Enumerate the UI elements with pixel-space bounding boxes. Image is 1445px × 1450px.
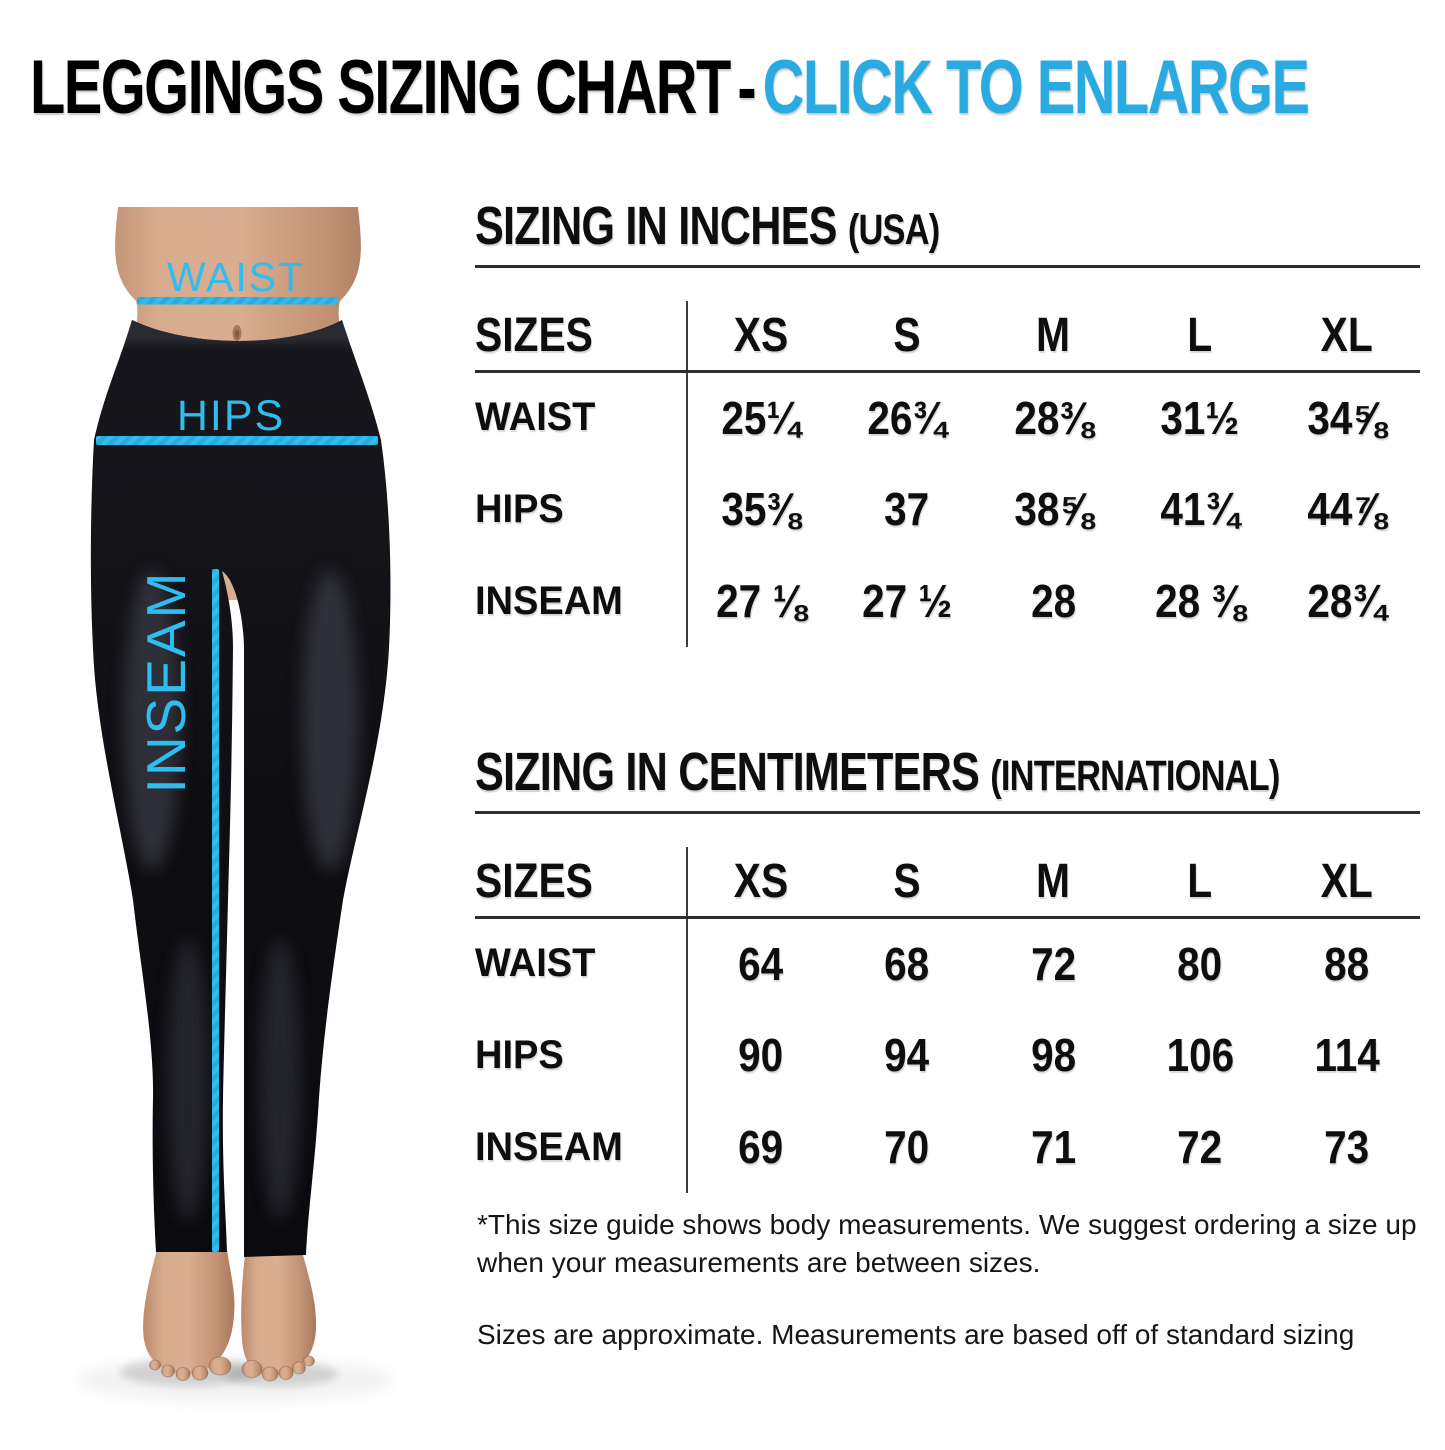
size-value: 98 bbox=[1030, 1029, 1076, 1081]
measurement-row-hips: HIPS 90 94 98 106 114 bbox=[475, 1009, 1420, 1101]
size-value: 28⅜ bbox=[1014, 391, 1093, 444]
row-label: WAIST bbox=[475, 371, 688, 463]
size-value: 31½ bbox=[1160, 391, 1240, 444]
size-value: 88 bbox=[1324, 937, 1370, 990]
size-value: 80 bbox=[1177, 937, 1223, 990]
size-column-header-l: L bbox=[1126, 847, 1274, 919]
hips-figure-label: HIPS bbox=[177, 392, 285, 440]
left-foot bbox=[143, 1250, 235, 1374]
size-value: 44⅞ bbox=[1307, 483, 1387, 535]
inches-header-row: SIZES XS S M L XL bbox=[475, 301, 1420, 373]
measurement-row-inseam: INSEAM 69 70 71 72 73 bbox=[475, 1101, 1420, 1193]
size-value: 35⅜ bbox=[721, 483, 801, 535]
size-value: 28 bbox=[1030, 575, 1076, 627]
row-label: INSEAM bbox=[475, 555, 688, 647]
inches-section-title: SIZING IN INCHES (USA) bbox=[475, 199, 1420, 268]
size-value: 90 bbox=[738, 1029, 784, 1081]
leggings-highlights bbox=[115, 320, 365, 1220]
size-value: 71 bbox=[1030, 1121, 1076, 1173]
waist-measure-line bbox=[137, 297, 338, 305]
size-value: 94 bbox=[884, 1029, 930, 1081]
hips-measure-line bbox=[96, 436, 378, 445]
title-separator: - bbox=[737, 45, 756, 130]
section-sizing-inches: SIZING IN INCHES (USA) SIZES XS S M L XL WAIS… bbox=[475, 199, 1420, 647]
page-title: LEGGINGS SIZING CHART-CLICK TO ENLARGE bbox=[30, 50, 1445, 126]
size-value: 69 bbox=[738, 1121, 784, 1173]
click-to-enlarge-link[interactable]: CLICK TO ENLARGE bbox=[762, 45, 1310, 130]
leggings-figure: WAIST HIPS INSEAM bbox=[40, 180, 460, 1445]
title-text: LEGGINGS SIZING CHART bbox=[30, 45, 731, 130]
size-column-header-xl: XL bbox=[1273, 301, 1420, 373]
inches-size-table: SIZES XS S M L XL WAIST 25¼ 26¾ 28⅜ 31½ 34⅝ HIPS 35⅜… bbox=[475, 301, 1420, 647]
size-value: 25¼ bbox=[721, 391, 801, 444]
size-value: 28¾ bbox=[1307, 575, 1387, 627]
size-column-header-s: S bbox=[833, 301, 981, 373]
section-sizing-centimeters: SIZING IN CENTIMETERS (INTERNATIONAL) SI… bbox=[475, 745, 1420, 1193]
size-value: 64 bbox=[738, 937, 784, 990]
size-value: 26¾ bbox=[867, 391, 947, 444]
size-column-header-m: M bbox=[980, 847, 1127, 919]
waist-figure-label: WAIST bbox=[167, 254, 305, 300]
sizes-column-header: SIZES bbox=[475, 301, 688, 373]
row-label: HIPS bbox=[475, 1009, 688, 1101]
row-label: INSEAM bbox=[475, 1101, 688, 1193]
row-label: HIPS bbox=[475, 463, 688, 555]
size-value: 38⅝ bbox=[1014, 483, 1093, 535]
cm-title-region: (INTERNATIONAL) bbox=[990, 752, 1280, 800]
size-value: 106 bbox=[1166, 1029, 1234, 1081]
size-column-header-l: L bbox=[1126, 301, 1274, 373]
size-value: 27 ½ bbox=[861, 575, 952, 627]
leggings-figure-svg: WAIST HIPS INSEAM bbox=[75, 207, 395, 1402]
measurement-row-inseam: INSEAM 27 ⅛ 27 ½ 28 28 ⅜ 28¾ bbox=[475, 555, 1420, 647]
left-foot-toes bbox=[149, 1356, 232, 1381]
size-value: 28 ⅜ bbox=[1155, 575, 1246, 627]
inseam-measure-line bbox=[212, 569, 219, 1252]
cm-size-table: SIZES XS S M L XL WAIST 64 68 72 80 88 HIPS 90 94 98 10… bbox=[475, 847, 1420, 1193]
size-value: 68 bbox=[884, 937, 930, 990]
size-column-header-xs: XS bbox=[687, 847, 834, 919]
size-value: 37 bbox=[884, 483, 930, 535]
footnote-size-guide: *This size guide shows body measurements… bbox=[477, 1209, 1417, 1278]
size-column-header-xl: XL bbox=[1273, 847, 1420, 919]
cm-title-text: SIZING IN CENTIMETERS bbox=[475, 742, 980, 802]
cm-header-row: SIZES XS S M L XL bbox=[475, 847, 1420, 919]
size-column-header-xs: XS bbox=[687, 301, 834, 373]
cm-section-title: SIZING IN CENTIMETERS (INTERNATIONAL) bbox=[475, 745, 1420, 814]
size-value: 70 bbox=[884, 1121, 930, 1173]
right-foot-toes bbox=[241, 1355, 315, 1382]
measurement-row-hips: HIPS 35⅜ 37 38⅝ 41¾ 44⅞ bbox=[475, 463, 1420, 555]
footnote-approximate: Sizes are approximate. Measurements are … bbox=[477, 1319, 1355, 1350]
right-foot bbox=[241, 1255, 317, 1376]
size-value: 72 bbox=[1030, 937, 1076, 990]
row-label: WAIST bbox=[475, 917, 688, 1009]
inches-title-text: SIZING IN INCHES bbox=[475, 196, 837, 256]
navel-inner bbox=[234, 329, 240, 339]
size-value: 72 bbox=[1177, 1121, 1223, 1173]
measurement-row-waist: WAIST 64 68 72 80 88 bbox=[475, 917, 1420, 1009]
size-value: 34⅝ bbox=[1307, 391, 1387, 444]
size-value: 114 bbox=[1314, 1029, 1380, 1081]
measurement-row-waist: WAIST 25¼ 26¾ 28⅜ 31½ 34⅝ bbox=[475, 371, 1420, 463]
sizes-column-header: SIZES bbox=[475, 847, 688, 919]
size-column-header-m: M bbox=[980, 301, 1127, 373]
size-value: 73 bbox=[1324, 1121, 1370, 1173]
size-value: 41¾ bbox=[1160, 483, 1240, 535]
size-value: 27 ⅛ bbox=[715, 575, 806, 627]
inches-title-region: (USA) bbox=[847, 206, 940, 254]
inseam-figure-label: INSEAM bbox=[135, 571, 197, 794]
size-column-header-s: S bbox=[833, 847, 981, 919]
